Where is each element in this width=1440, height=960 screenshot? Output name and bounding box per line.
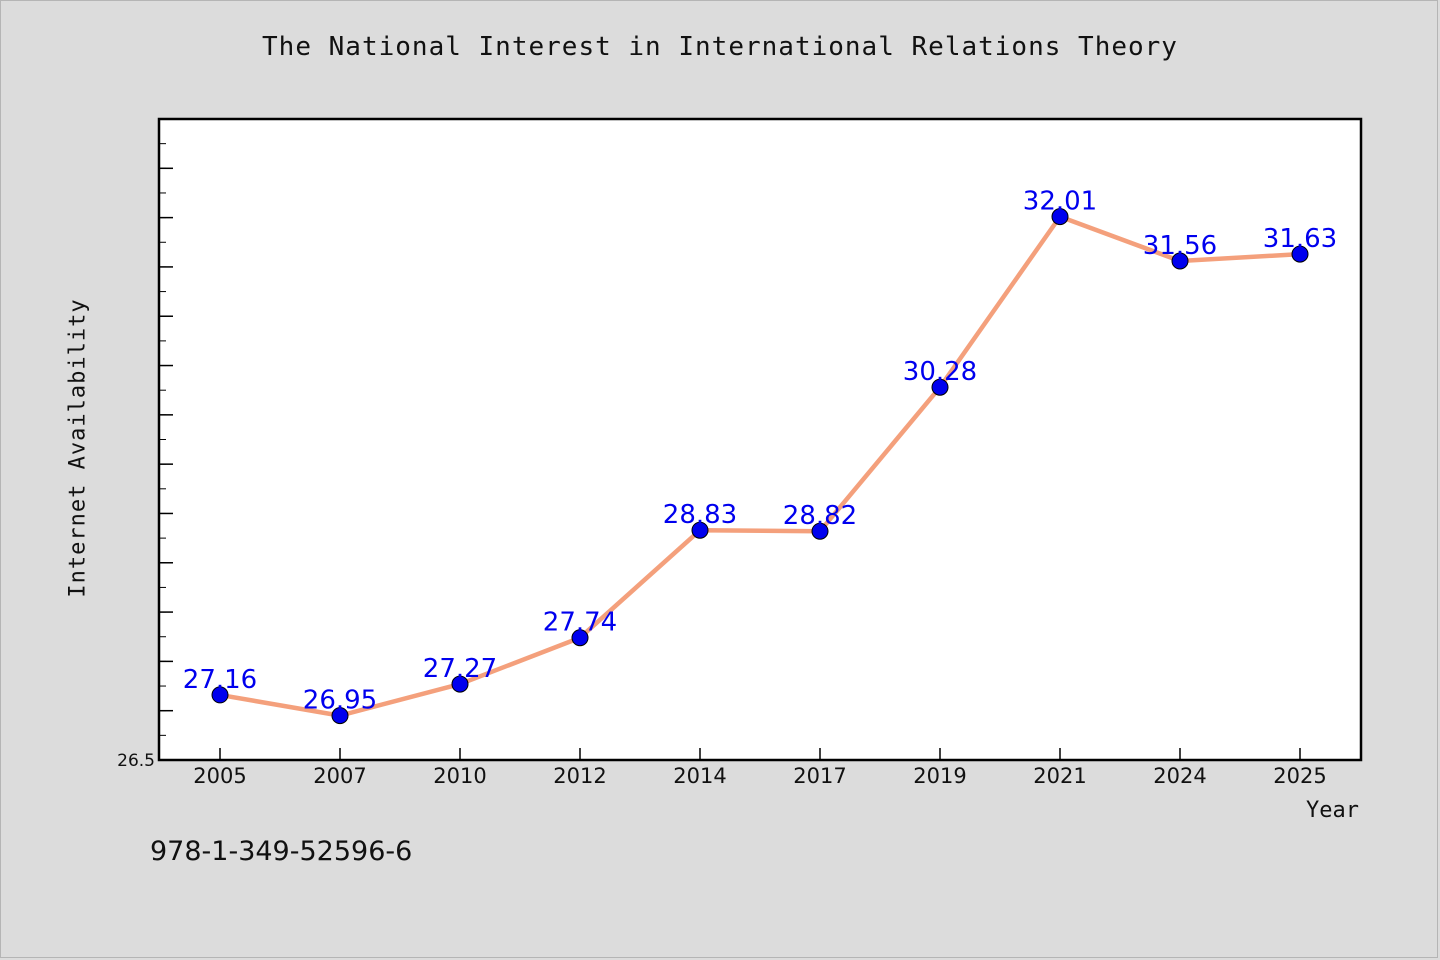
data-label: 28.82: [783, 501, 857, 531]
x-tick-label: 2025: [1273, 764, 1326, 788]
data-label: 31.63: [1263, 224, 1337, 254]
x-tick-label: 2007: [313, 764, 366, 788]
x-tick-label: 2010: [433, 764, 486, 788]
data-label: 27.27: [423, 654, 497, 684]
y-tick-label: 26.5: [117, 751, 155, 771]
x-tick-label: 2024: [1153, 764, 1206, 788]
x-tick-label: 2019: [913, 764, 966, 788]
data-label: 28.83: [663, 500, 737, 530]
data-label: 27.74: [543, 608, 617, 638]
data-point: [451, 675, 469, 693]
x-axis-label: Year: [1306, 798, 1359, 823]
isbn-text: 978-1-349-52596-6: [150, 836, 413, 867]
x-tick-label: 2012: [553, 764, 606, 788]
x-tick-label: 2014: [673, 764, 726, 788]
data-label: 30.28: [903, 357, 977, 387]
data-point: [1171, 252, 1189, 270]
data-label: 32.01: [1023, 187, 1097, 217]
series-line: [217, 214, 1303, 718]
x-tick-label: 2005: [193, 764, 246, 788]
x-tick-label: 2021: [1033, 764, 1086, 788]
data-point: [331, 707, 349, 725]
data-label: 26.95: [303, 686, 377, 716]
data-point: [931, 378, 949, 396]
data-point: [1051, 208, 1069, 226]
data-point: [1291, 245, 1309, 263]
chart-title: The National Interest in International R…: [262, 32, 1178, 62]
data-label: 31.56: [1143, 231, 1217, 261]
data-point: [811, 522, 829, 540]
data-point: [211, 686, 229, 704]
data-label: 27.16: [183, 665, 257, 695]
x-tick-label: 2017: [793, 764, 846, 788]
data-point: [691, 521, 709, 539]
plot-area: [157, 117, 1363, 762]
data-point: [571, 629, 589, 647]
